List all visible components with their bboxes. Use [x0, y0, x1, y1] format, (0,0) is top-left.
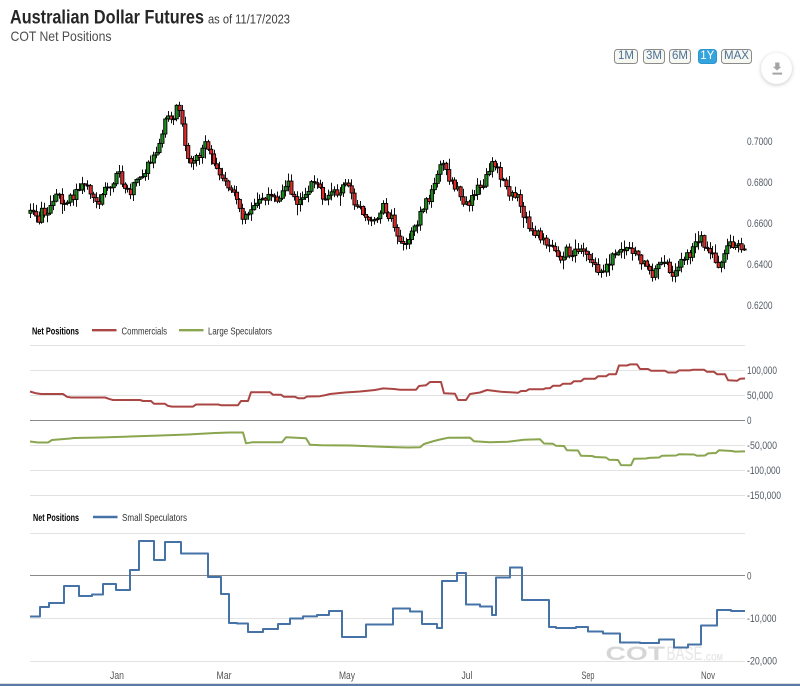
- svg-text:Sep: Sep: [582, 670, 595, 682]
- svg-text:-20,000: -20,000: [747, 656, 777, 668]
- svg-text:Net Positions: Net Positions: [32, 325, 79, 337]
- svg-text:Small Speculators: Small Speculators: [122, 512, 187, 524]
- svg-text:COT: COT: [606, 643, 666, 665]
- svg-text:Nov: Nov: [701, 670, 715, 682]
- svg-text:-150,000: -150,000: [747, 490, 781, 502]
- svg-text:0.6400: 0.6400: [747, 259, 773, 271]
- svg-text:0: 0: [747, 571, 752, 583]
- svg-text:BASE: BASE: [667, 644, 703, 665]
- svg-text:0: 0: [747, 415, 752, 427]
- svg-text:Jan: Jan: [110, 670, 124, 682]
- svg-text:50,000: 50,000: [747, 390, 773, 402]
- svg-text:-50,000: -50,000: [747, 440, 777, 452]
- svg-text:May: May: [339, 670, 355, 682]
- svg-text:0.7000: 0.7000: [747, 136, 773, 148]
- svg-text:as of 11/17/2023: as of 11/17/2023: [208, 13, 290, 27]
- svg-text:-100,000: -100,000: [747, 465, 781, 477]
- svg-text:.COM: .COM: [704, 653, 723, 664]
- svg-text:Mar: Mar: [217, 670, 232, 682]
- svg-text:Australian Dollar Futures: Australian Dollar Futures: [10, 7, 204, 29]
- svg-text:COT Net Positions: COT Net Positions: [11, 28, 112, 44]
- svg-text:100,000: 100,000: [747, 365, 777, 377]
- svg-text:Large Speculators: Large Speculators: [208, 325, 272, 337]
- svg-text:0.6600: 0.6600: [747, 218, 773, 230]
- svg-text:Net Positions: Net Positions: [33, 512, 79, 524]
- svg-text:0.6200: 0.6200: [747, 300, 773, 312]
- svg-text:0.6800: 0.6800: [747, 177, 773, 189]
- svg-text:Jul: Jul: [462, 670, 473, 682]
- svg-text:-10,000: -10,000: [747, 613, 777, 625]
- svg-text:Commercials: Commercials: [122, 325, 168, 337]
